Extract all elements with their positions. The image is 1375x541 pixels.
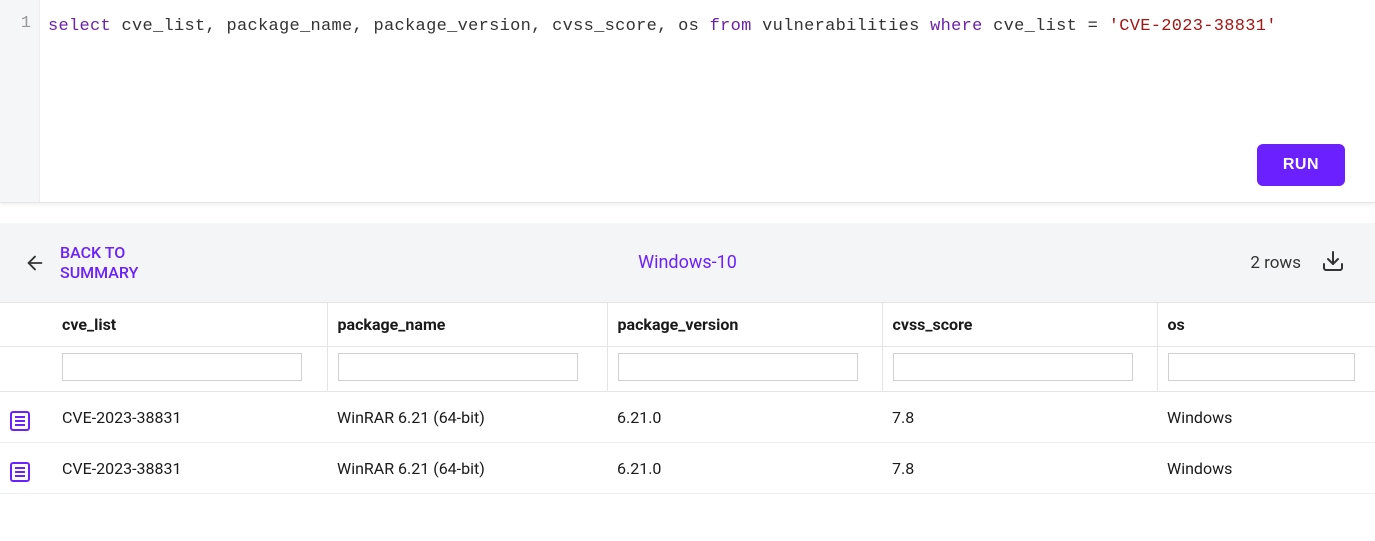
column-header-cvss_score[interactable]: cvss_score xyxy=(882,303,1157,347)
code-token: cve_list, package_name, package_version,… xyxy=(122,17,710,36)
row-count: 2 rows xyxy=(1250,253,1301,273)
code-token: cve_list = xyxy=(993,17,1109,36)
table-row: CVE-2023-38831WinRAR 6.21 (64-bit)6.21.0… xyxy=(0,392,1375,443)
filter-input-package_name[interactable] xyxy=(338,353,578,381)
filter-icon-header xyxy=(0,347,52,392)
download-icon[interactable] xyxy=(1321,249,1345,277)
row-detail-icon[interactable] xyxy=(0,392,52,443)
table-cell: WinRAR 6.21 (64-bit) xyxy=(327,443,607,494)
table-cell: WinRAR 6.21 (64-bit) xyxy=(327,392,607,443)
back-label-line1: BACK TO xyxy=(60,243,125,262)
run-button[interactable]: RUN xyxy=(1257,144,1345,186)
code-token: 'CVE-2023-38831' xyxy=(1109,17,1277,36)
results-title: Windows-10 xyxy=(638,252,737,273)
table-cell: CVE-2023-38831 xyxy=(52,443,327,494)
results-toolbar: BACK TO SUMMARY Windows-10 2 rows xyxy=(0,223,1375,303)
editor-gutter: 1 xyxy=(0,0,40,202)
back-label-line2: SUMMARY xyxy=(60,263,138,282)
table-cell: Windows xyxy=(1157,443,1375,494)
code-token: where xyxy=(930,17,993,36)
results-table: cve_listpackage_namepackage_versioncvss_… xyxy=(0,303,1375,494)
sql-code-area[interactable]: select cve_list, package_name, package_v… xyxy=(40,0,1375,202)
sql-editor: 1 select cve_list, package_name, package… xyxy=(0,0,1375,203)
filter-input-cvss_score[interactable] xyxy=(893,353,1133,381)
filter-input-cve_list[interactable] xyxy=(62,353,302,381)
column-header-package_name[interactable]: package_name xyxy=(327,303,607,347)
filter-input-package_version[interactable] xyxy=(618,353,858,381)
code-token: vulnerabilities xyxy=(762,17,930,36)
column-header-cve_list[interactable]: cve_list xyxy=(52,303,327,347)
table-cell: 6.21.0 xyxy=(607,392,882,443)
line-number: 1 xyxy=(0,14,31,33)
code-token: from xyxy=(710,17,763,36)
back-to-summary-button[interactable]: BACK TO SUMMARY xyxy=(24,243,138,283)
column-header-os[interactable]: os xyxy=(1157,303,1375,347)
code-token: select xyxy=(48,17,122,36)
table-cell: CVE-2023-38831 xyxy=(52,392,327,443)
column-header-package_version[interactable]: package_version xyxy=(607,303,882,347)
table-cell: 7.8 xyxy=(882,392,1157,443)
row-detail-icon[interactable] xyxy=(0,443,52,494)
table-row: CVE-2023-38831WinRAR 6.21 (64-bit)6.21.0… xyxy=(0,443,1375,494)
row-icon-header xyxy=(0,303,52,347)
arrow-left-icon xyxy=(24,252,46,274)
filter-input-os[interactable] xyxy=(1168,353,1356,381)
table-cell: 7.8 xyxy=(882,443,1157,494)
table-cell: Windows xyxy=(1157,392,1375,443)
back-label: BACK TO SUMMARY xyxy=(60,243,138,283)
table-cell: 6.21.0 xyxy=(607,443,882,494)
